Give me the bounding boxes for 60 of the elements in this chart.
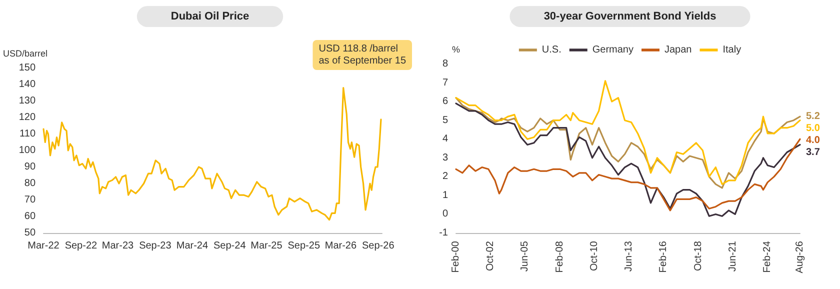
y-tick-label: 4 (442, 134, 448, 145)
x-tick-label: Feb-00 (450, 240, 462, 273)
y-tick-label: -1 (439, 228, 448, 238)
data-label: 5.0 (806, 123, 820, 134)
x-tick-label: Oct-18 (692, 240, 704, 272)
y-axis-title: % (452, 44, 460, 54)
line-series (42, 87, 382, 221)
y-tick-label: 7 (442, 77, 448, 88)
legend-label: U.S. (542, 44, 562, 56)
data-label: 5.2 (806, 111, 820, 122)
x-tick-label: Feb-24 (762, 240, 774, 273)
y-tick-label: 130 (18, 96, 36, 106)
x-tick-label: Jun-21 (727, 240, 738, 272)
x-tick-label: Sep-23 (139, 240, 172, 252)
y-tick-label: 3 (442, 152, 448, 164)
x-tick-label: Sep-26 (362, 240, 395, 252)
x-tick-label: Mar-24 (176, 240, 208, 252)
chart-title: 30-year Government Bond Yields (544, 10, 716, 22)
line-series (455, 102, 801, 217)
y-tick-label: 140 (18, 79, 36, 90)
y-tick-label: 120 (18, 112, 36, 123)
x-tick-label: Sep-25 (288, 240, 320, 252)
y-tick-label: 1 (442, 190, 448, 201)
line-series (455, 80, 801, 185)
data-label: 4.0 (806, 135, 820, 146)
legend-label: Germany (592, 44, 634, 56)
x-tick-label: Mar-25 (250, 240, 283, 252)
y-tick-label: 50 (24, 228, 36, 238)
x-tick-label: Jun-05 (520, 240, 531, 272)
y-tick-label: 90 (24, 162, 36, 172)
line-series (455, 97, 801, 189)
text: USD 118.8 /barrel as of September 15 (318, 44, 406, 66)
y-tick-label: 2 (442, 171, 448, 182)
y-axis-title: USD/barrel (2, 48, 48, 58)
x-tick-label: Sep-24 (214, 240, 246, 252)
x-tick-label: Mar-22 (28, 240, 60, 252)
y-tick-label: 5 (442, 114, 448, 126)
y-tick-label: 8 (442, 58, 448, 70)
legend-label: Italy (722, 44, 742, 56)
x-tick-label: Oct-02 (485, 240, 496, 272)
data-label: 3.7 (806, 147, 820, 158)
y-tick-label: 60 (24, 211, 36, 222)
x-tick-label: Mar-23 (102, 240, 134, 252)
x-tick-label: Sep-22 (64, 240, 98, 252)
x-tick-label: Feb-16 (658, 240, 670, 273)
y-tick-label: 100 (18, 145, 36, 156)
x-tick-label: Jun-13 (624, 240, 635, 272)
y-tick-label: 150 (18, 62, 36, 74)
x-tick-label: Aug-26 (794, 240, 806, 274)
y-tick-label: 110 (20, 128, 36, 140)
y-tick-label: 70 (24, 194, 36, 206)
y-tick-label: 6 (442, 96, 448, 108)
x-tick-label: Mar-26 (324, 240, 357, 252)
x-tick-label: Feb-08 (554, 240, 566, 273)
chart-title: Dubai Oil Price (170, 10, 250, 22)
x-tick-label: Oct-10 (588, 240, 600, 272)
y-tick-label: 0 (442, 208, 448, 220)
legend-label: Japan (664, 44, 692, 56)
y-tick-label: 80 (24, 178, 36, 189)
line-series (455, 138, 801, 212)
